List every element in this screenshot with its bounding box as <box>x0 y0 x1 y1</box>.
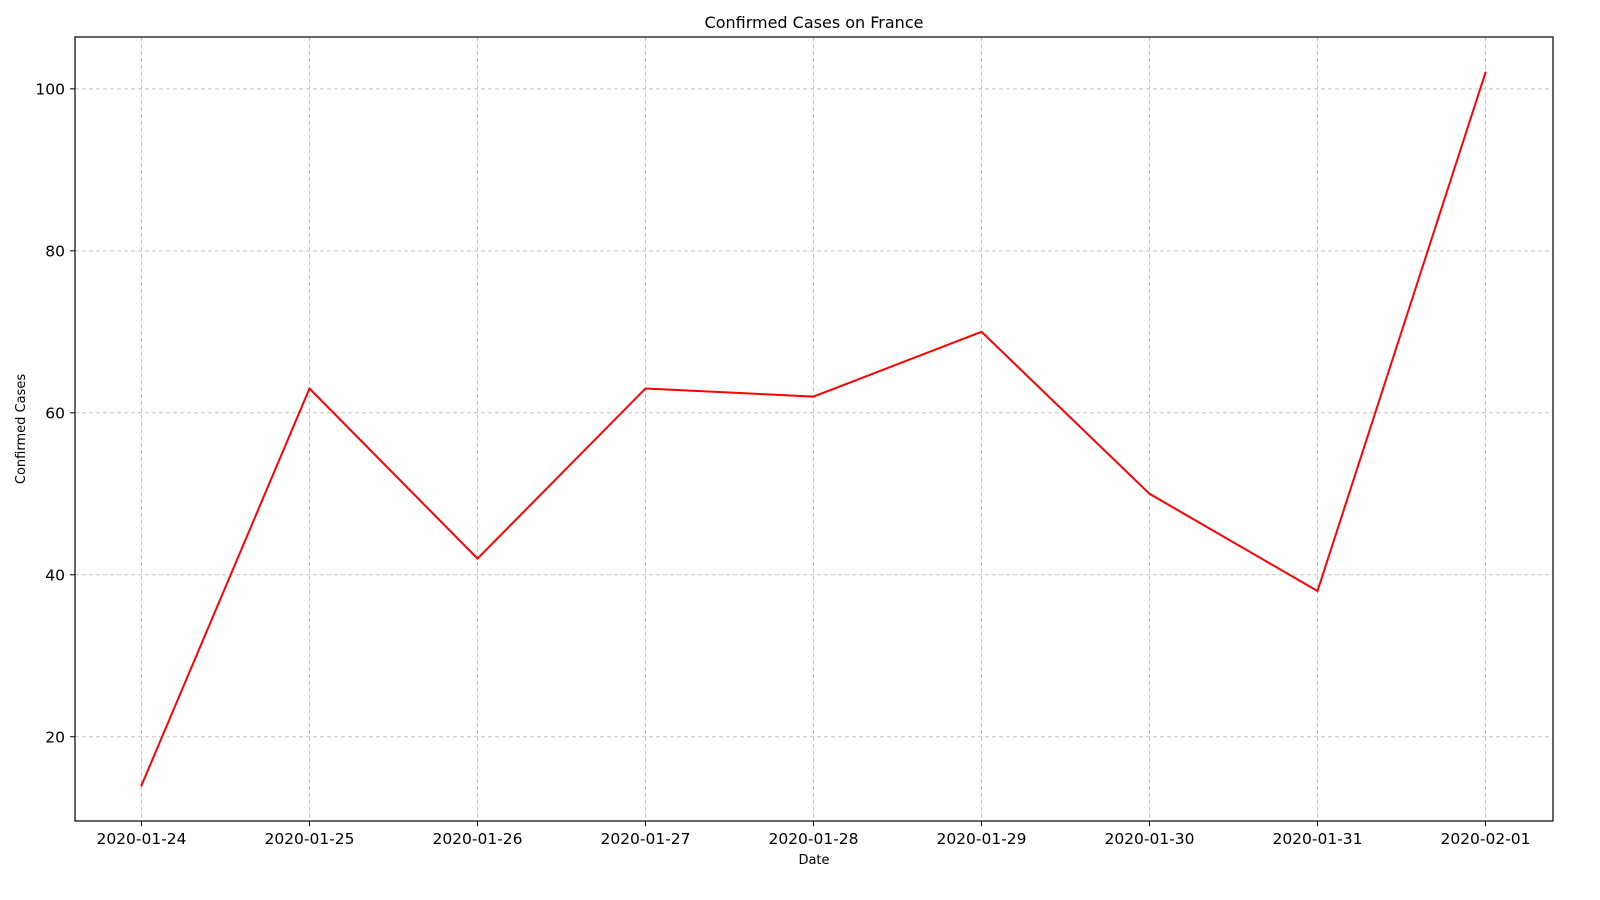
x-tick-label: 2020-01-27 <box>600 830 690 848</box>
y-axis-label: Confirmed Cases <box>14 374 29 484</box>
y-tick-label: 40 <box>45 566 65 584</box>
x-tick-label: 2020-01-29 <box>936 830 1026 848</box>
y-tick-label: 20 <box>45 728 65 746</box>
data-point <box>140 784 143 787</box>
data-point <box>644 387 647 390</box>
data-point <box>1148 492 1151 495</box>
y-tick-label: 60 <box>45 404 65 422</box>
y-axis: 20 40 60 80 100 <box>35 80 75 746</box>
grid <box>75 37 1553 821</box>
x-axis-label: Date <box>798 853 829 868</box>
x-tick-label: 2020-02-01 <box>1440 830 1530 848</box>
x-tick-label: 2020-01-31 <box>1272 830 1362 848</box>
x-tick-label: 2020-01-26 <box>432 830 522 848</box>
x-axis: 2020-01-24 2020-01-25 2020-01-26 2020-01-27… <box>96 821 1531 848</box>
x-tick-label: 2020-01-30 <box>1104 830 1194 848</box>
data-point <box>980 331 983 333</box>
series-group <box>140 71 1487 787</box>
y-tick-label: 80 <box>45 242 65 260</box>
chart-title: Confirmed Cases on France <box>705 13 924 32</box>
data-point <box>1316 590 1319 592</box>
data-point <box>308 387 311 390</box>
x-tick-label: 2020-01-28 <box>768 830 858 848</box>
x-tick-label: 2020-01-25 <box>264 830 354 848</box>
data-point <box>1484 71 1487 74</box>
data-point <box>812 395 815 398</box>
y-tick-label: 100 <box>35 80 65 98</box>
data-point <box>476 557 479 560</box>
x-tick-label: 2020-01-24 <box>96 830 186 848</box>
